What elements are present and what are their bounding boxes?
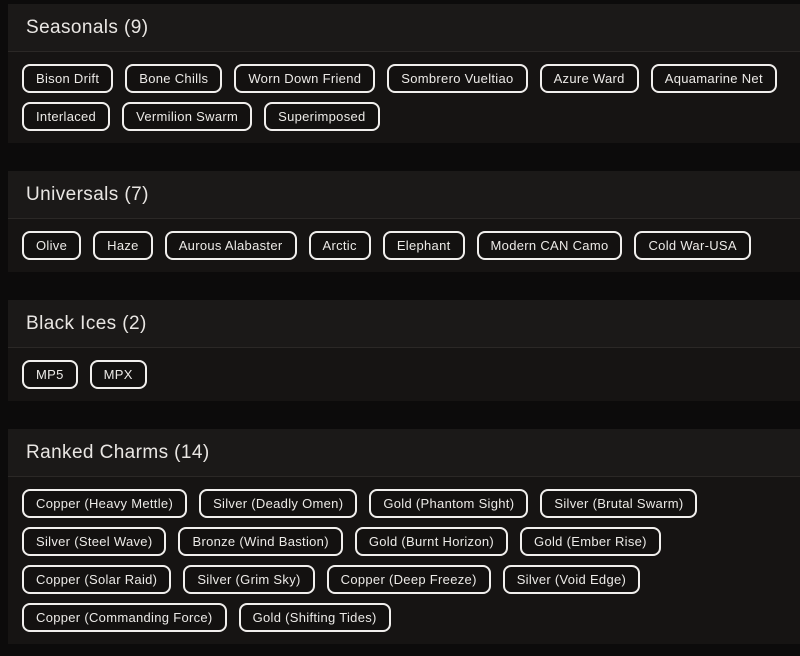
chip-mpx[interactable]: MPX: [89, 360, 147, 389]
chip-copper-solar-raid[interactable]: Copper (Solar Raid): [22, 565, 172, 594]
chip-silver-void-edge[interactable]: Silver (Void Edge): [502, 565, 641, 594]
chip-aquamarine-net[interactable]: Aquamarine Net: [650, 64, 777, 93]
section-seasonals: Seasonals (9) Bison Drift Bone Chills Worn…: [8, 4, 800, 143]
chip-silver-steel-wave[interactable]: Silver (Steel Wave): [22, 527, 167, 556]
filter-sections: Seasonals (9) Bison Drift Bone Chills Worn…: [8, 0, 800, 644]
chip-worn-down-friend[interactable]: Worn Down Friend: [234, 64, 376, 93]
chip-elephant[interactable]: Elephant: [382, 231, 465, 260]
chip-group-universals: Olive Haze Aurous Alabaster Arctic Elephant M…: [8, 219, 800, 272]
chip-cold-war-usa[interactable]: Cold War-USA: [634, 231, 751, 260]
chip-gold-phantom-sight[interactable]: Gold (Phantom Sight): [369, 489, 529, 518]
chip-haze[interactable]: Haze: [93, 231, 153, 260]
chip-mp5[interactable]: MP5: [22, 360, 78, 389]
chip-silver-grim-sky[interactable]: Silver (Grim Sky): [183, 565, 315, 594]
chip-superimposed[interactable]: Superimposed: [264, 102, 380, 131]
chip-group-black-ices: MP5 MPX: [8, 348, 800, 401]
section-title: Ranked Charms (14): [26, 441, 210, 463]
section-header: Black Ices (2): [8, 300, 800, 348]
chip-vermilion-swarm[interactable]: Vermilion Swarm: [122, 102, 253, 131]
chip-gold-ember-rise[interactable]: Gold (Ember Rise): [520, 527, 661, 556]
chip-sombrero-vueltiao[interactable]: Sombrero Vueltiao: [387, 64, 528, 93]
section-header: Universals (7): [8, 171, 800, 219]
section-header: Ranked Charms (14): [8, 429, 800, 477]
chip-olive[interactable]: Olive: [22, 231, 82, 260]
chip-bone-chills[interactable]: Bone Chills: [125, 64, 223, 93]
chip-bronze-wind-bastion[interactable]: Bronze (Wind Bastion): [178, 527, 343, 556]
chip-azure-ward[interactable]: Azure Ward: [539, 64, 639, 93]
chip-interlaced[interactable]: Interlaced: [22, 102, 111, 131]
section-title: Seasonals (9): [26, 16, 149, 38]
chip-copper-heavy-mettle[interactable]: Copper (Heavy Mettle): [22, 489, 188, 518]
section-black-ices: Black Ices (2) MP5 MPX: [8, 300, 800, 401]
chip-copper-deep-freeze[interactable]: Copper (Deep Freeze): [326, 565, 491, 594]
section-title: Black Ices (2): [26, 312, 147, 334]
section-ranked-charms: Ranked Charms (14) Copper (Heavy Mettle)…: [8, 429, 800, 644]
section-title: Universals (7): [26, 183, 149, 205]
chip-group-seasonals: Bison Drift Bone Chills Worn Down Friend So…: [8, 52, 800, 143]
chip-group-ranked-charms: Copper (Heavy Mettle) Silver (Deadly Omen…: [8, 477, 800, 644]
chip-silver-brutal-swarm[interactable]: Silver (Brutal Swarm): [540, 489, 698, 518]
chip-copper-commanding-force[interactable]: Copper (Commanding Force): [22, 603, 227, 632]
chip-bison-drift[interactable]: Bison Drift: [22, 64, 114, 93]
chip-arctic[interactable]: Arctic: [308, 231, 371, 260]
chip-gold-shifting-tides[interactable]: Gold (Shifting Tides): [238, 603, 391, 632]
chip-aurous-alabaster[interactable]: Aurous Alabaster: [164, 231, 297, 260]
section-universals: Universals (7) Olive Haze Aurous Alabaster…: [8, 171, 800, 272]
chip-gold-burnt-horizon[interactable]: Gold (Burnt Horizon): [354, 527, 509, 556]
section-header: Seasonals (9): [8, 4, 800, 52]
chip-modern-can-camo[interactable]: Modern CAN Camo: [476, 231, 623, 260]
chip-silver-deadly-omen[interactable]: Silver (Deadly Omen): [199, 489, 358, 518]
